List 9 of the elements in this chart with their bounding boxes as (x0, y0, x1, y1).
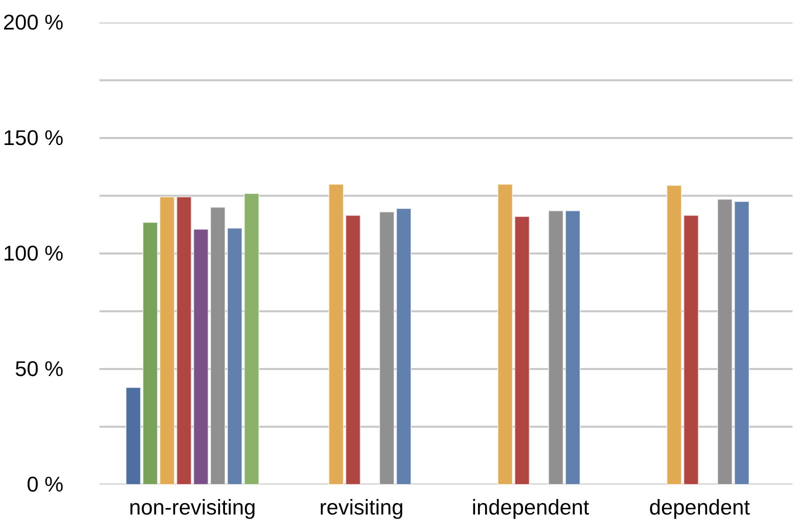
y-tick-label: 100 % (3, 242, 64, 266)
x-tick-label: dependent (649, 496, 750, 520)
y-tick-label: 200 % (3, 10, 64, 34)
y-tick-label: 0 % (26, 472, 64, 496)
y-tick-label: 50 % (14, 357, 64, 381)
y-tick-label: 150 % (3, 126, 64, 150)
x-tick-label: independent (472, 496, 590, 520)
x-tick-label: non-revisiting (129, 496, 256, 520)
x-tick-label: revisiting (319, 496, 404, 520)
